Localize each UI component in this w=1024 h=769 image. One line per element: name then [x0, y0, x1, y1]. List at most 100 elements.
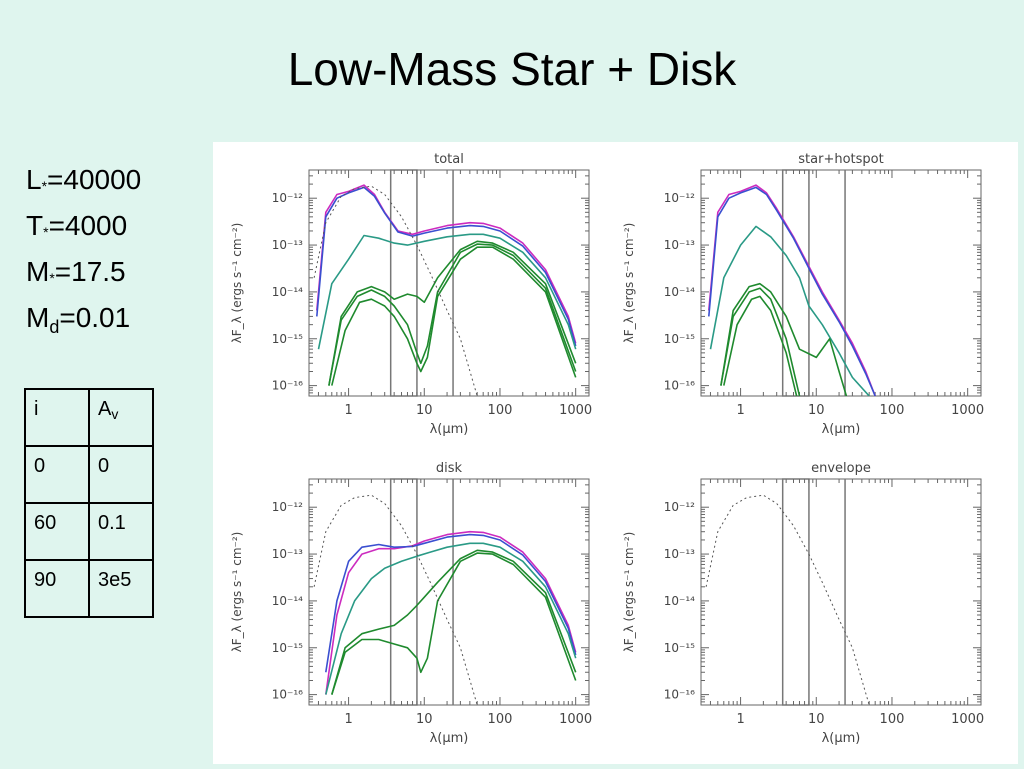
stellar-photosphere-line: [313, 185, 478, 396]
y-tick-label: 10⁻¹⁵: [272, 641, 303, 655]
y-tick-label: 10⁻¹³: [664, 547, 695, 561]
sed-panel-0: total 1 10 100 1000 10⁻¹⁶ 10⁻¹⁵ 10⁻¹⁴ 10⁻¹³ 10⁻¹²…: [230, 152, 592, 437]
irac-band-box: [781, 478, 810, 706]
y-tick-label: 10⁻¹²: [272, 500, 303, 514]
y-tick-label: 10⁻¹⁶: [664, 379, 695, 393]
plot-frame: [700, 169, 982, 397]
sed-series-line: [325, 542, 577, 695]
table-header-cell: i: [24, 388, 90, 447]
param-star-mass: M*=17.5: [26, 256, 126, 287]
x-tick-label: 100: [880, 403, 905, 418]
sed-series-line: [316, 184, 577, 344]
y-axis-label: λF_λ (ergs s⁻¹ cm⁻²): [622, 223, 636, 344]
series-group: [708, 184, 876, 396]
x-tick-label: 10: [416, 403, 433, 418]
x-tick-label: 1: [344, 403, 352, 418]
sed-series-line: [708, 186, 876, 396]
sed-series-line: [328, 243, 577, 386]
x-tick-label: 10: [808, 712, 825, 727]
panel-title: total: [434, 152, 464, 167]
x-tick-label: 10: [416, 712, 433, 727]
x-tick-label: 1: [344, 712, 352, 727]
x-tick-label: 1000: [951, 712, 984, 727]
sed-series-line: [723, 295, 798, 396]
table-cell: 0: [88, 445, 154, 504]
sed-series-line: [317, 233, 577, 350]
y-tick-label: 10⁻¹⁴: [664, 594, 695, 608]
y-tick-label: 10⁻¹³: [272, 238, 303, 252]
parameter-list: L*=40000 T*=4000 M*=17.5 Md=0.01: [26, 160, 141, 347]
y-tick-label: 10⁻¹³: [272, 547, 303, 561]
y-tick-label: 10⁻¹⁶: [272, 379, 303, 393]
y-tick-label: 10⁻¹⁵: [664, 641, 695, 655]
y-tick-label: 10⁻¹²: [664, 500, 695, 514]
x-axis-label: λ(μm): [430, 422, 469, 437]
sed-series-line: [331, 549, 577, 695]
table-cell: 0.1: [88, 502, 154, 561]
table-header-cell: Av: [88, 388, 154, 447]
panel-title: disk: [436, 461, 463, 476]
plot-frame: [700, 478, 982, 706]
sed-series-line: [720, 282, 848, 396]
stellar-photosphere-line: [705, 494, 870, 705]
sed-panel-1: star+hotspot 1 10 100 1000 10⁻¹⁶ 10⁻¹⁵ 10⁻¹⁴ 10⁻…: [622, 152, 984, 437]
y-tick-label: 10⁻¹⁴: [272, 594, 303, 608]
sed-panel-2: disk 1 10 100 1000 10⁻¹⁶ 10⁻¹⁵ 10⁻¹⁴ 10⁻¹³ 10⁻¹² λ…: [230, 461, 592, 746]
y-tick-label: 10⁻¹⁵: [664, 332, 695, 346]
table-row: 60 0.1: [24, 502, 154, 561]
slide-title: Low-Mass Star + Disk: [287, 43, 737, 95]
plot-frame: [308, 478, 590, 706]
sed-series-line: [708, 184, 876, 396]
x-tick-label: 10: [808, 403, 825, 418]
y-tick-label: 10⁻¹⁶: [664, 688, 695, 702]
x-axis-label: λ(μm): [430, 731, 469, 746]
table-cell: 0: [24, 445, 90, 504]
y-tick-label: 10⁻¹⁶: [272, 688, 303, 702]
y-tick-label: 10⁻¹⁴: [664, 285, 695, 299]
sed-series-line: [316, 186, 577, 347]
table-cell: 3e5: [88, 559, 154, 618]
y-tick-label: 10⁻¹⁵: [272, 332, 303, 346]
series-group: [313, 184, 577, 396]
sed-series-line: [325, 533, 577, 673]
y-tick-label: 10⁻¹²: [664, 191, 695, 205]
x-tick-label: 1: [736, 712, 744, 727]
series-group: [313, 494, 577, 705]
series-group: [705, 494, 870, 705]
y-axis-label: λF_λ (ergs s⁻¹ cm⁻²): [622, 532, 636, 653]
sed-series-line: [325, 530, 577, 695]
table-cell: 60: [24, 502, 90, 561]
irac-band-box: [389, 169, 418, 397]
x-tick-label: 100: [488, 712, 513, 727]
y-tick-label: 10⁻¹⁴: [272, 285, 303, 299]
param-disk-mass: Md=0.01: [26, 302, 131, 337]
irac-band-box: [781, 169, 810, 397]
sed-panels-svg: total 1 10 100 1000 10⁻¹⁶ 10⁻¹⁵ 10⁻¹⁴ 10⁻¹³ 10⁻¹²…: [230, 152, 984, 746]
table-cell: 90: [24, 559, 90, 618]
plot-frame: [308, 169, 590, 397]
inclination-extinction-table: i Av 0 0 60 0.1 90 3e5: [24, 388, 154, 618]
param-temperature: T*=4000: [26, 210, 128, 241]
x-tick-label: 100: [488, 403, 513, 418]
x-tick-label: 1: [736, 403, 744, 418]
sed-series-line: [331, 246, 577, 386]
stellar-photosphere-line: [313, 494, 478, 705]
panel-title: envelope: [811, 461, 871, 476]
x-tick-label: 100: [880, 712, 905, 727]
y-axis-label: λF_λ (ergs s⁻¹ cm⁻²): [230, 223, 244, 344]
x-tick-label: 1000: [559, 712, 592, 727]
x-tick-label: 1000: [951, 403, 984, 418]
x-tick-label: 1000: [559, 403, 592, 418]
irac-band-box: [389, 478, 418, 706]
y-tick-label: 10⁻¹²: [272, 191, 303, 205]
y-axis-label: λF_λ (ergs s⁻¹ cm⁻²): [230, 532, 244, 653]
table-header-row: i Av: [24, 388, 154, 447]
sed-panel-3: envelope 1 10 100 1000 10⁻¹⁶ 10⁻¹⁵ 10⁻¹⁴ 10⁻¹³ 10…: [622, 461, 984, 746]
y-tick-label: 10⁻¹³: [664, 238, 695, 252]
x-axis-label: λ(μm): [822, 422, 861, 437]
sed-series-line: [720, 287, 801, 396]
table-row: 90 3e5: [24, 559, 154, 618]
sed-series-line: [709, 225, 870, 396]
x-axis-label: λ(μm): [822, 731, 861, 746]
sed-figure: total 1 10 100 1000 10⁻¹⁶ 10⁻¹⁵ 10⁻¹⁴ 10⁻¹³ 10⁻¹²…: [213, 142, 1018, 764]
